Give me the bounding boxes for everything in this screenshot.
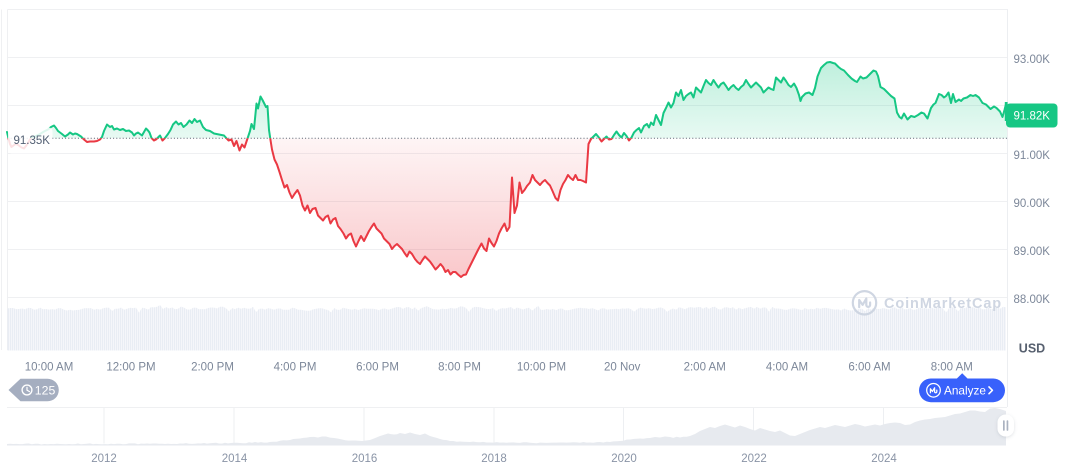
svg-text:10:00 PM: 10:00 PM [517,362,566,374]
svg-text:2016: 2016 [352,453,378,465]
svg-text:8:00 PM: 8:00 PM [438,362,481,374]
svg-text:89.00K: 89.00K [1014,246,1051,258]
svg-text:93.00K: 93.00K [1014,54,1051,66]
svg-text:10:00 AM: 10:00 AM [25,362,74,374]
svg-text:4:00 PM: 4:00 PM [274,362,317,374]
svg-text:12:00 PM: 12:00 PM [106,362,155,374]
svg-text:91.35K: 91.35K [14,135,51,147]
svg-text:2012: 2012 [91,453,117,465]
svg-text:91.82K: 91.82K [1014,111,1051,123]
svg-text:2:00 AM: 2:00 AM [684,362,726,374]
svg-text:91.00K: 91.00K [1014,150,1051,162]
svg-text:6:00 AM: 6:00 AM [848,362,890,374]
svg-text:90.00K: 90.00K [1014,198,1051,210]
svg-text:2:00 PM: 2:00 PM [191,362,234,374]
svg-text:2020: 2020 [611,453,637,465]
svg-text:2018: 2018 [481,453,507,465]
svg-text:6:00 PM: 6:00 PM [356,362,399,374]
svg-text:Analyze: Analyze [944,384,986,398]
svg-text:8:00 AM: 8:00 AM [931,362,973,374]
svg-text:2022: 2022 [741,453,767,465]
svg-text:2014: 2014 [222,453,248,465]
svg-text:USD: USD [1019,342,1045,356]
svg-text:125: 125 [35,383,56,397]
svg-text:2024: 2024 [871,453,897,465]
svg-text:CoinMarketCap: CoinMarketCap [884,296,1002,312]
svg-text:20 Nov: 20 Nov [604,362,641,374]
svg-text:4:00 AM: 4:00 AM [766,362,808,374]
svg-text:88.00K: 88.00K [1014,294,1051,306]
